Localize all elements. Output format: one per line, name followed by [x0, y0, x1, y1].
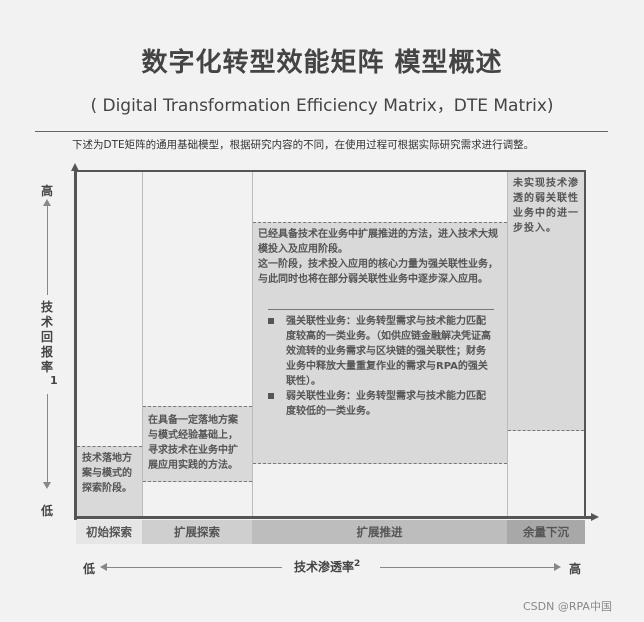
square-bullet-icon: [268, 393, 274, 399]
phase-3-description-1: 已经具备技术在业务中扩展推进的方法，进入技术大规模投入及应用阶段。: [258, 229, 498, 255]
x-axis-title-text: 技术渗透率: [294, 560, 355, 574]
arrow-right-icon: [554, 563, 561, 571]
x-axis: [74, 516, 592, 519]
intro-note: 下述为DTE矩阵的通用基础模型，根据研究内容的不同，在使用过程可根据实际研究需求…: [72, 139, 535, 151]
matrix-border: [74, 170, 585, 172]
y-guide-line: [47, 205, 48, 295]
x-guide-line: [380, 567, 554, 568]
y-arrow-icon: [71, 163, 79, 171]
x-arrow-icon: [591, 513, 599, 521]
phase-label-1: 初始探索: [76, 520, 142, 544]
phase-3-block: 已经具备技术在业务中扩展推进的方法，进入技术大规模投入及应用阶段。 这一阶段，技…: [253, 222, 507, 464]
phase-label-4: 余量下沉: [507, 520, 585, 544]
bullet-text: 弱关联性业务：业务转型需求与技术能力匹配度较低的一类业务。: [286, 391, 486, 417]
watermark: CSDN @RPA中国: [523, 600, 612, 613]
y-axis: [74, 171, 77, 520]
bullet-list: 强关联性业务：业务转型需求与技术能力匹配度较高的一类业务。（如供应链金融解决凭证…: [266, 314, 494, 419]
bullet-item: 弱关联性业务：业务转型需求与技术能力匹配度较低的一类业务。: [266, 389, 494, 419]
phase-label-2: 扩展探索: [142, 520, 252, 544]
y-axis-title: 技术回报率: [40, 300, 53, 374]
separator: [268, 309, 494, 310]
arrow-down-icon: [43, 482, 51, 489]
y-axis-superscript: 1: [50, 374, 58, 387]
arrow-left-icon: [100, 563, 107, 571]
phase-2-block: 在具备一定落地方案与模式经验基础上，寻求技术在业务中扩展应用实践的方法。: [143, 406, 252, 482]
phase-4-description: 未实现技术渗透的弱关联性业务中的进一步投入。: [513, 178, 579, 234]
phase-label-3: 扩展推进: [252, 520, 507, 544]
y-low-label: 低: [41, 504, 54, 518]
y-guide-line: [47, 394, 48, 482]
phase-1-description: 技术落地方案与模式的探索阶段。: [82, 453, 132, 494]
phase-1-block: 技术落地方案与模式的探索阶段。: [77, 446, 142, 518]
column-divider: [142, 171, 143, 518]
phase-3-description-2: 这一阶段，技术投入应用的核心力量为强关联性业务，与此同时也将在部分弱关联性业务中…: [258, 259, 498, 285]
x-low-label: 低: [83, 562, 96, 576]
column-divider: [507, 171, 508, 518]
phase-2-description: 在具备一定落地方案与模式经验基础上，寻求技术在业务中扩展应用实践的方法。: [148, 415, 238, 471]
column-divider: [252, 171, 253, 518]
matrix-border: [584, 170, 586, 518]
phase-4-block: 未实现技术渗透的弱关联性业务中的进一步投入。: [508, 172, 584, 431]
divider: [35, 131, 608, 132]
x-high-label: 高: [569, 562, 582, 576]
x-axis-title: 技术渗透率2: [294, 558, 360, 575]
page-subtitle: ( Digital Transformation Efficiency Matr…: [90, 96, 554, 116]
bullet-text: 强关联性业务：业务转型需求与技术能力匹配度较高的一类业务。（如供应链金融解决凭证…: [286, 316, 491, 387]
y-high-label: 高: [41, 184, 54, 198]
x-axis-superscript: 2: [354, 559, 361, 569]
arrow-up-icon: [43, 199, 51, 206]
bullet-item: 强关联性业务：业务转型需求与技术能力匹配度较高的一类业务。（如供应链金融解决凭证…: [266, 314, 494, 389]
x-guide-line: [106, 567, 282, 568]
square-bullet-icon: [268, 318, 274, 324]
page-title: 数字化转型效能矩阵 模型概述: [141, 48, 503, 78]
